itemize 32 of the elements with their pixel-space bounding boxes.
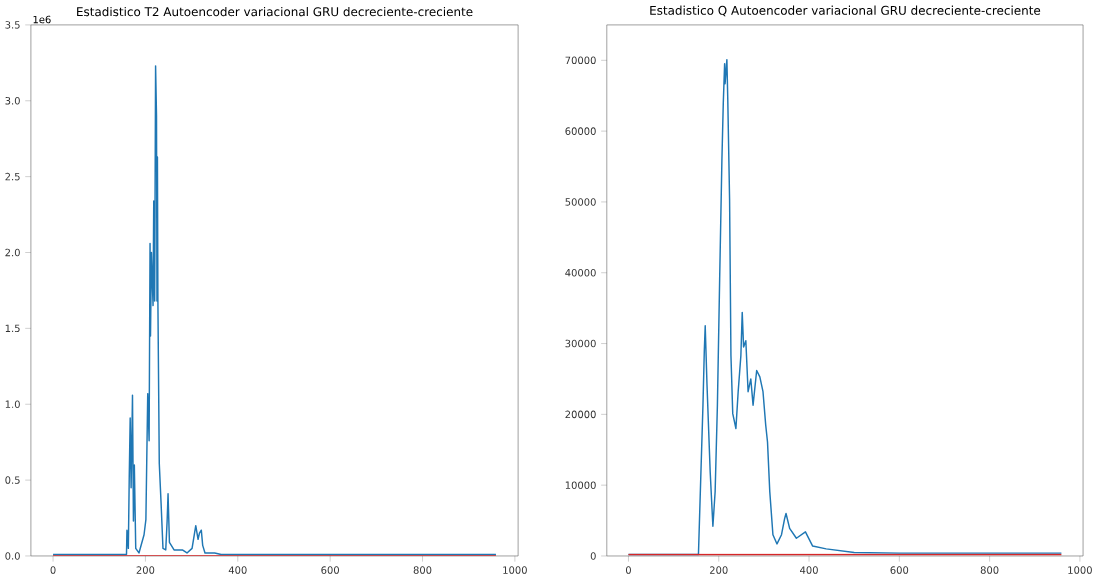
y-tick-label: 1.0 (5, 400, 20, 408)
y-tick-label: 60000 (565, 127, 596, 135)
y-tick-label: 0.5 (5, 476, 20, 484)
y-tick-label: 40000 (565, 268, 596, 277)
x-tick-label: 200 (709, 566, 728, 574)
x-tick-label: 400 (228, 566, 247, 574)
y-tick-label: 2.0 (5, 248, 20, 257)
x-tick-label: 1000 (503, 566, 527, 574)
chart-title: Estadistico Q Autoencoder variacional GRU decreciente-creciente (650, 5, 1041, 17)
x-tick-label: 800 (413, 566, 432, 574)
chart-title: Estadistico T2 Autoencoder variacional GRU decreciente-creciente (77, 6, 473, 17)
y-tick-label: 70000 (565, 56, 596, 64)
text: 1e6 (33, 15, 51, 24)
y-tick-label: 3.0 (5, 96, 20, 105)
x-tick-label: 1000 (1068, 566, 1092, 574)
x-tick-label: 0 (625, 566, 631, 574)
x-tick-label: 400 (800, 566, 818, 574)
x-tick-label: 200 (136, 566, 155, 574)
y-tick-label: 50000 (565, 198, 596, 206)
y-tick-label: 3.5 (5, 20, 20, 29)
line-series (52, 65, 497, 556)
y-tick-label: 30000 (565, 339, 596, 348)
x-tick-label: 600 (890, 566, 909, 574)
y-tick-label: 1.5 (5, 324, 20, 332)
y-tick-label: 10000 (565, 481, 596, 489)
x-tick-label: 600 (321, 566, 339, 574)
y-tick-label: 0 (590, 552, 596, 560)
y-tick-label: 0.0 (5, 552, 20, 560)
x-tick-label: 800 (980, 566, 999, 574)
y-tick-label: 20000 (565, 410, 596, 418)
x-tick-label: 0 (50, 566, 56, 574)
y-tick-label: 2.5 (5, 172, 20, 181)
